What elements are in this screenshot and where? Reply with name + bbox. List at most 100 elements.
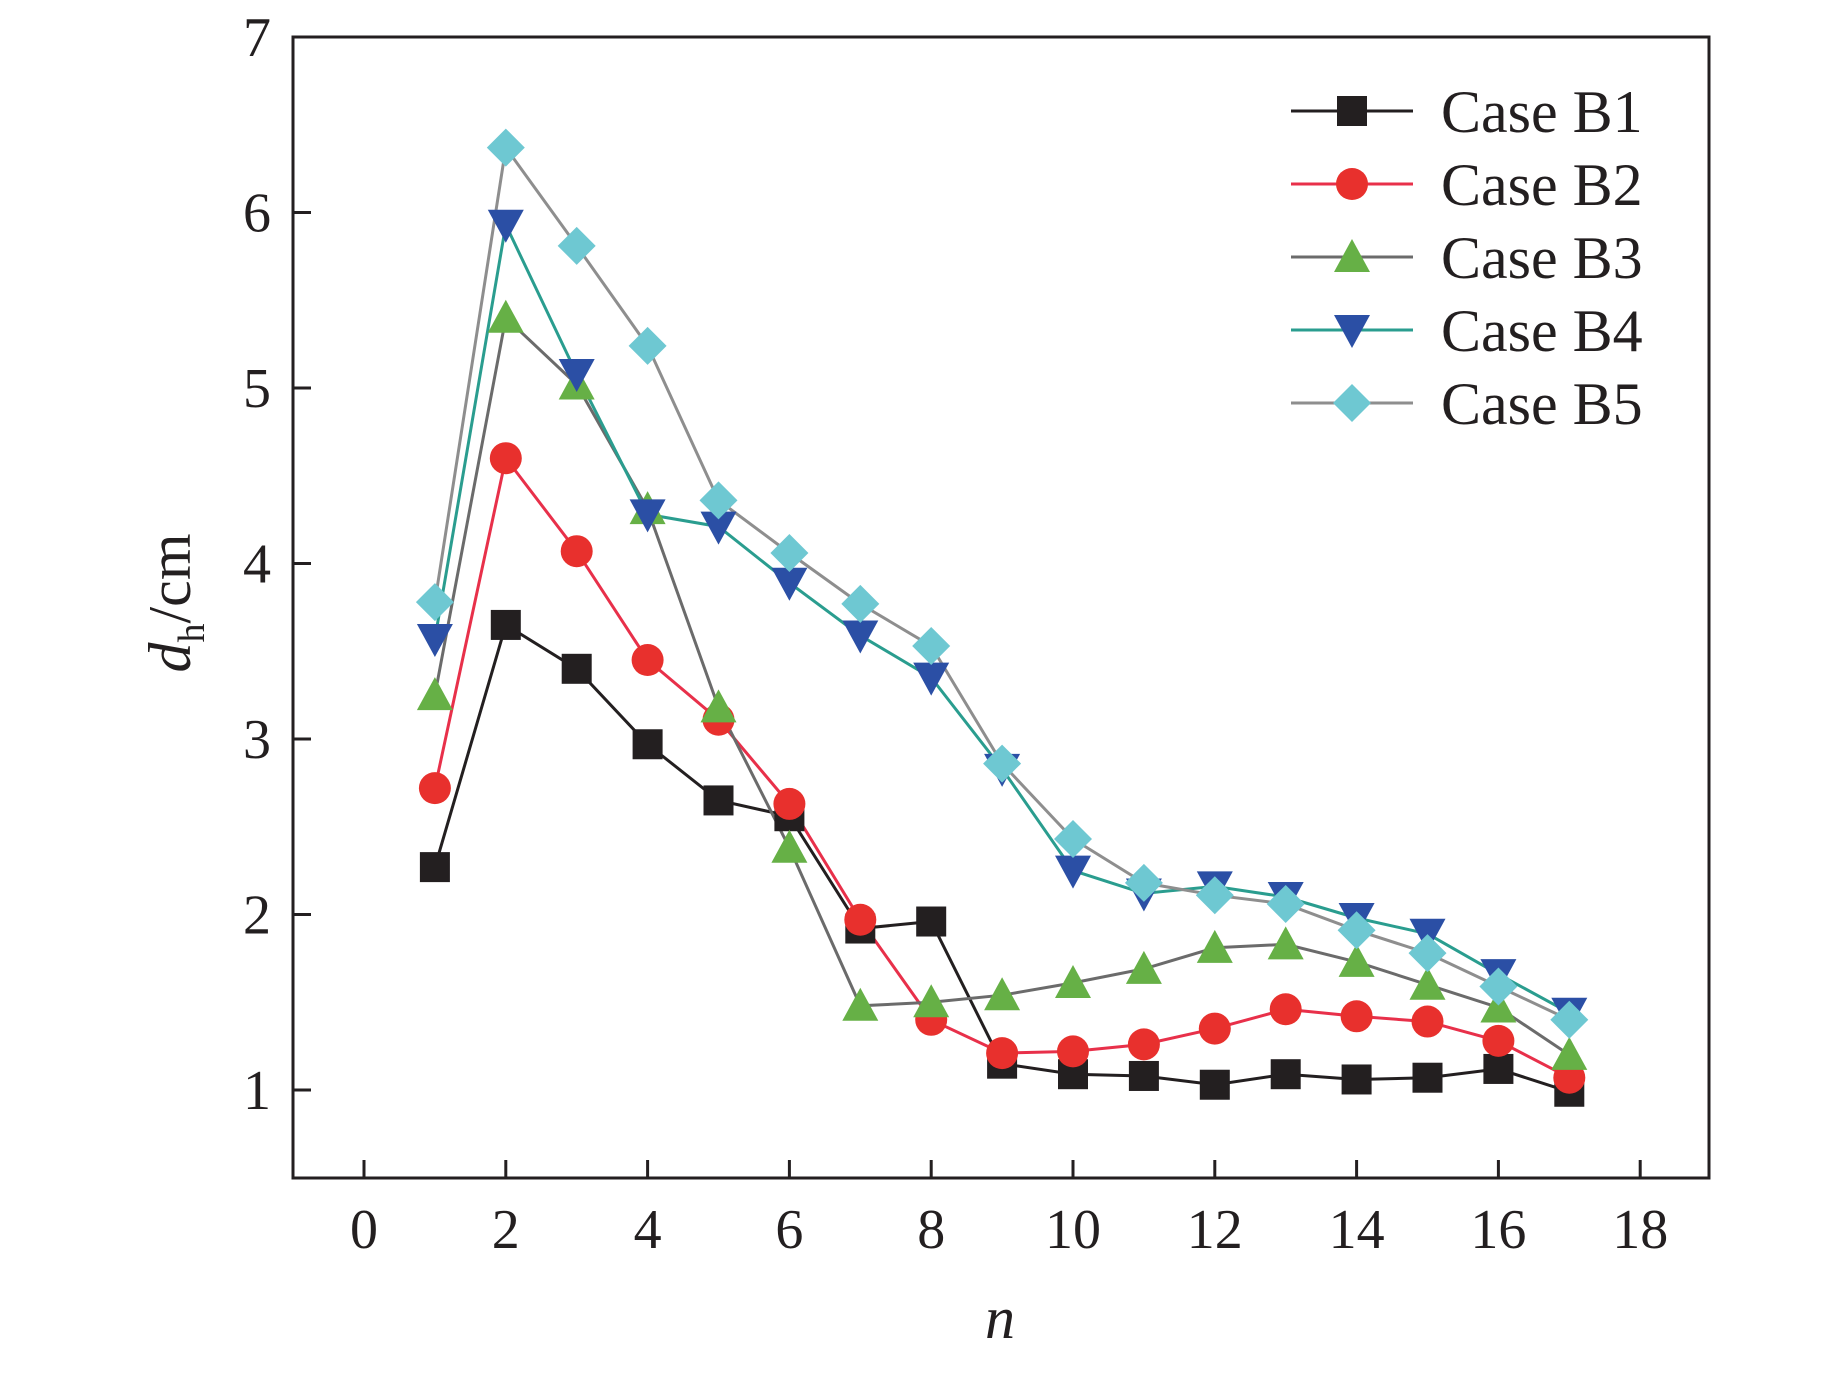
data-point-case-b1 xyxy=(632,729,663,760)
data-point-case-b5 xyxy=(983,744,1022,783)
data-point-case-b3 xyxy=(842,987,879,1021)
data-point-case-b4 xyxy=(1055,855,1091,889)
legend-marker-case-b4 xyxy=(1334,315,1370,348)
data-point-case-b3 xyxy=(1267,926,1304,960)
x-tick-label: 0 xyxy=(350,1199,378,1261)
y-tick-label: 4 xyxy=(243,534,271,596)
data-point-case-b5 xyxy=(1266,884,1305,923)
data-point-case-b1 xyxy=(916,906,947,937)
data-point-case-b1 xyxy=(1412,1062,1443,1093)
x-tick-label: 4 xyxy=(634,1199,662,1261)
data-point-case-b3 xyxy=(984,977,1021,1011)
data-point-case-b2 xyxy=(1127,1028,1160,1061)
legend-label-case-b2: Case B2 xyxy=(1441,152,1643,218)
data-point-case-b5 xyxy=(699,481,738,520)
x-axis-label: n xyxy=(985,1285,1015,1351)
x-tick-label: 16 xyxy=(1470,1199,1526,1261)
legend-marker-case-b1 xyxy=(1337,96,1367,126)
data-point-case-b1 xyxy=(1341,1064,1372,1095)
data-point-case-b2 xyxy=(631,644,664,677)
data-point-case-b5 xyxy=(557,226,596,265)
data-point-case-b2 xyxy=(1057,1035,1089,1068)
data-point-case-b3 xyxy=(1125,950,1162,984)
data-point-case-b4 xyxy=(487,209,524,243)
data-point-case-b5 xyxy=(1479,967,1518,1006)
data-point-case-b4 xyxy=(913,662,950,696)
legend-label-case-b5: Case B5 xyxy=(1441,371,1643,437)
y-axis-label-symbol: d xyxy=(137,641,203,672)
x-tick-label: 8 xyxy=(917,1199,945,1261)
y-axis-label: dh/cm xyxy=(137,534,213,673)
y-tick-label: 1 xyxy=(243,1060,271,1122)
data-point-case-b3 xyxy=(1338,943,1375,977)
legend: Case B1 Case B2 Case B3 Case B4 Case B5 xyxy=(1291,79,1643,437)
data-point-case-b5 xyxy=(1408,934,1447,973)
data-point-case-b2 xyxy=(773,787,806,820)
data-point-case-b2 xyxy=(418,772,451,805)
data-point-case-b2 xyxy=(1198,1012,1231,1045)
data-point-case-b3 xyxy=(913,984,950,1018)
legend-label-case-b3: Case B3 xyxy=(1441,225,1643,291)
data-point-case-b1 xyxy=(703,785,734,816)
y-axis-ticks: 1 2 3 4 5 6 7 xyxy=(243,7,311,1122)
series-line-case-b4 xyxy=(433,219,1571,1015)
data-point-case-b2 xyxy=(1482,1024,1515,1057)
data-point-case-b4 xyxy=(771,567,808,601)
data-point-case-b3 xyxy=(1480,989,1517,1023)
data-point-case-b2 xyxy=(1411,1005,1444,1038)
data-point-case-b4 xyxy=(700,511,737,545)
y-tick-label: 2 xyxy=(243,885,271,947)
data-point-case-b1 xyxy=(1199,1069,1230,1100)
data-point-case-b5 xyxy=(486,128,525,167)
legend-marker-case-b5 xyxy=(1333,384,1371,422)
data-point-case-b3 xyxy=(700,689,737,723)
series-lines xyxy=(433,143,1571,1094)
data-point-case-b1 xyxy=(561,653,592,684)
data-point-case-b1 xyxy=(1270,1059,1301,1090)
x-tick-label: 2 xyxy=(492,1199,520,1261)
x-tick-label: 18 xyxy=(1612,1199,1668,1261)
data-point-case-b3 xyxy=(1196,929,1233,963)
data-point-case-b1 xyxy=(1128,1060,1159,1091)
y-axis-label-unit: /cm xyxy=(137,534,203,624)
data-point-case-b2 xyxy=(1340,1000,1373,1033)
data-point-case-b2 xyxy=(986,1037,1019,1070)
series-markers xyxy=(415,128,1589,1107)
data-point-case-b1 xyxy=(490,609,521,640)
legend-marker-case-b2 xyxy=(1336,168,1368,200)
x-tick-label: 12 xyxy=(1187,1199,1243,1261)
data-point-case-b5 xyxy=(1054,820,1092,859)
y-tick-label: 6 xyxy=(243,183,271,245)
data-point-case-b2 xyxy=(560,535,593,568)
data-point-case-b3 xyxy=(1055,964,1091,998)
legend-marker-case-b3 xyxy=(1334,239,1370,272)
data-point-case-b3 xyxy=(416,677,453,711)
x-tick-label: 6 xyxy=(775,1199,803,1261)
y-tick-label: 5 xyxy=(243,358,271,420)
y-axis-label-subscript: h xyxy=(171,623,213,642)
data-point-case-b2 xyxy=(844,903,877,936)
x-tick-label: 14 xyxy=(1329,1199,1385,1261)
data-point-case-b3 xyxy=(1409,966,1446,1000)
data-point-case-b5 xyxy=(1124,863,1163,902)
y-tick-label: 7 xyxy=(243,7,271,69)
legend-label-case-b4: Case B4 xyxy=(1441,298,1643,364)
data-point-case-b3 xyxy=(771,829,808,863)
data-point-case-b4 xyxy=(842,620,879,654)
plot-frame xyxy=(291,35,1711,1180)
x-axis-ticks: 0 2 4 6 8 10 12 14 16 18 xyxy=(350,1160,1668,1261)
data-point-case-b5 xyxy=(1550,1000,1589,1039)
data-point-case-b4 xyxy=(558,358,595,392)
data-point-case-b4 xyxy=(629,499,666,533)
data-point-case-b4 xyxy=(416,623,453,657)
data-point-case-b5 xyxy=(415,583,454,622)
data-point-case-b5 xyxy=(912,626,951,665)
x-tick-label: 10 xyxy=(1045,1199,1101,1261)
data-point-case-b5 xyxy=(841,584,880,623)
series-line-case-b5 xyxy=(433,143,1570,1022)
data-point-case-b1 xyxy=(419,852,450,883)
data-point-case-b5 xyxy=(770,533,809,572)
legend-label-case-b1: Case B1 xyxy=(1441,79,1643,145)
